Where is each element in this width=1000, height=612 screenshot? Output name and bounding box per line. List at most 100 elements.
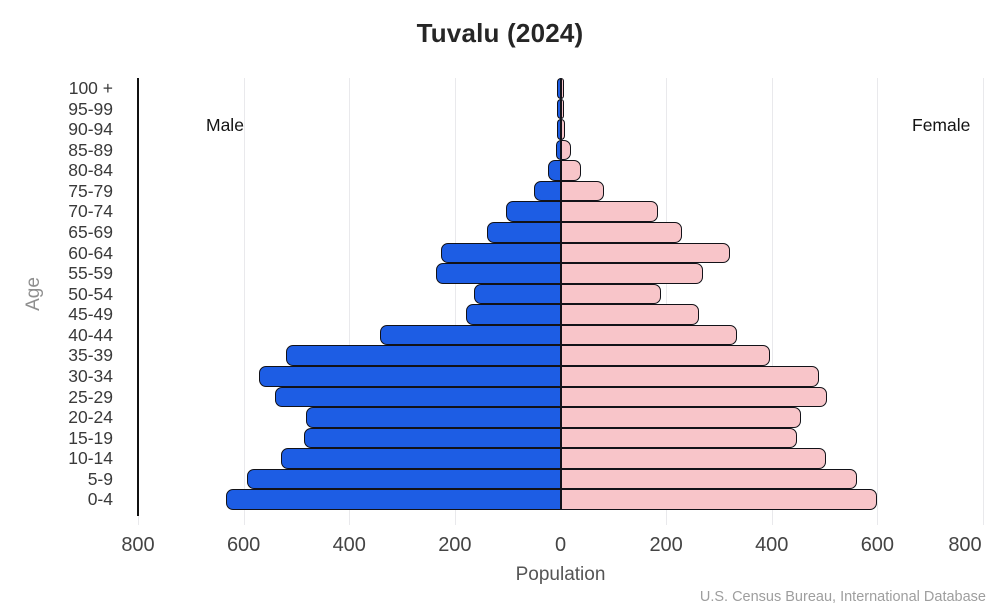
age-tick-label: 55-59 xyxy=(68,263,113,284)
x-tick-label: 600 xyxy=(226,534,261,556)
female-bar xyxy=(560,407,801,428)
age-axis-tick-labels: 100 +95-99 90-94 85-89 80-84 75-79 70-74 65-69… xyxy=(0,78,113,510)
age-tick-label: 25-29 xyxy=(68,386,113,407)
male-bar xyxy=(548,160,561,181)
pyramid-row-10-14 xyxy=(138,448,983,469)
pyramid-row-80-84 xyxy=(138,160,983,181)
female-bar xyxy=(560,222,682,243)
y-axis-spine xyxy=(137,78,139,516)
x-tick-label: 400 xyxy=(755,534,789,556)
female-bar xyxy=(560,324,737,346)
female-bar xyxy=(560,489,877,510)
age-tick-label: 35-39 xyxy=(68,345,113,366)
male-bar xyxy=(506,201,561,222)
female-bar xyxy=(560,242,731,264)
age-tick-label: 95-99 xyxy=(68,98,113,119)
male-bar xyxy=(286,345,561,366)
x-tick-label: 600 xyxy=(860,534,895,556)
female-bar xyxy=(560,160,581,181)
male-bar xyxy=(534,180,561,202)
pyramid-row-30-34 xyxy=(138,366,983,387)
age-tick-label: 70-74 xyxy=(68,201,113,222)
age-tick-label: 90-94 xyxy=(68,119,113,140)
female-bar xyxy=(560,386,828,408)
pyramid-row-45-49 xyxy=(138,304,983,325)
pyramid-row-20-24 xyxy=(138,407,983,428)
female-bar xyxy=(560,427,798,449)
pyramid-row-100+ xyxy=(138,78,983,99)
male-bar xyxy=(304,427,561,449)
age-tick-label: 15-19 xyxy=(68,427,113,448)
age-tick-label: 75-79 xyxy=(68,180,113,201)
male-bar xyxy=(465,304,561,325)
female-bar xyxy=(560,304,700,325)
female-bar xyxy=(560,201,659,222)
age-tick-label: 80-84 xyxy=(68,160,113,181)
pyramid-row-25-29 xyxy=(138,386,983,408)
x-tick-label: 0 xyxy=(554,534,567,556)
age-tick-label: 30-34 xyxy=(68,366,113,386)
pyramid-row-65-69 xyxy=(138,222,983,243)
male-bar xyxy=(274,386,561,408)
male-bar xyxy=(281,448,561,469)
pyramid-row-40-44 xyxy=(138,324,983,346)
x-axis-tick-labels: 800 600 400 200 0 200 400 600 800 xyxy=(0,534,1000,558)
male-bar xyxy=(259,366,561,387)
x-tick-label: 800 xyxy=(948,534,982,556)
female-bar xyxy=(560,366,819,387)
female-bar xyxy=(560,180,605,202)
male-bar xyxy=(436,263,561,284)
female-bar xyxy=(560,139,571,161)
age-tick-label: 100 + xyxy=(68,78,113,98)
pyramid-row-0-4 xyxy=(138,489,983,510)
male-bar xyxy=(557,98,561,120)
gridline xyxy=(349,78,351,525)
male-bar xyxy=(379,324,561,346)
female-bar xyxy=(560,78,564,99)
x-tick-label: 400 xyxy=(332,534,366,556)
age-tick-label: 0-4 xyxy=(87,489,113,510)
pyramid-row-15-19 xyxy=(138,427,983,449)
pyramid-row-75-79 xyxy=(138,180,983,202)
pyramid-row-85-89 xyxy=(138,139,983,161)
female-series-label: Female xyxy=(912,115,971,135)
pyramid-row-5-9 xyxy=(138,468,983,490)
gridline xyxy=(771,78,773,525)
age-tick-label: 10-14 xyxy=(68,448,113,469)
male-bar xyxy=(473,283,561,305)
gridline xyxy=(243,78,245,525)
age-tick-label: 60-64 xyxy=(68,242,113,263)
female-bar xyxy=(560,263,704,284)
male-bar xyxy=(487,222,561,243)
female-bar xyxy=(560,468,857,490)
pyramid-row-55-59 xyxy=(138,263,983,284)
y-axis-title: Age xyxy=(23,277,44,311)
pyramid-row-90-94 xyxy=(138,119,983,140)
pyramid-row-95-99 xyxy=(138,98,983,120)
age-tick-label: 85-89 xyxy=(68,139,113,160)
male-bar xyxy=(557,119,561,140)
female-bar xyxy=(560,345,771,366)
male-series-label: Male xyxy=(206,115,244,135)
female-bar xyxy=(560,119,565,140)
age-tick-label: 20-24 xyxy=(68,407,113,428)
female-bar xyxy=(560,98,564,120)
pyramid-row-35-39 xyxy=(138,345,983,366)
pyramid-row-60-64 xyxy=(138,242,983,264)
pyramid-row-50-54 xyxy=(138,283,983,305)
x-tick-label: 200 xyxy=(438,534,472,556)
female-bar xyxy=(560,283,661,305)
male-bar xyxy=(226,489,561,510)
age-tick-label: 45-49 xyxy=(68,304,113,325)
female-bar xyxy=(560,448,827,469)
age-tick-label: 50-54 xyxy=(68,283,113,304)
male-bar xyxy=(440,242,561,264)
age-tick-label: 40-44 xyxy=(68,324,113,345)
male-bar xyxy=(555,139,561,161)
gridline xyxy=(877,78,879,525)
gridline xyxy=(666,78,668,525)
gridline xyxy=(454,78,456,525)
male-bar xyxy=(557,78,561,99)
x-tick-label: 800 xyxy=(121,534,155,556)
age-tick-label: 65-69 xyxy=(68,222,113,242)
